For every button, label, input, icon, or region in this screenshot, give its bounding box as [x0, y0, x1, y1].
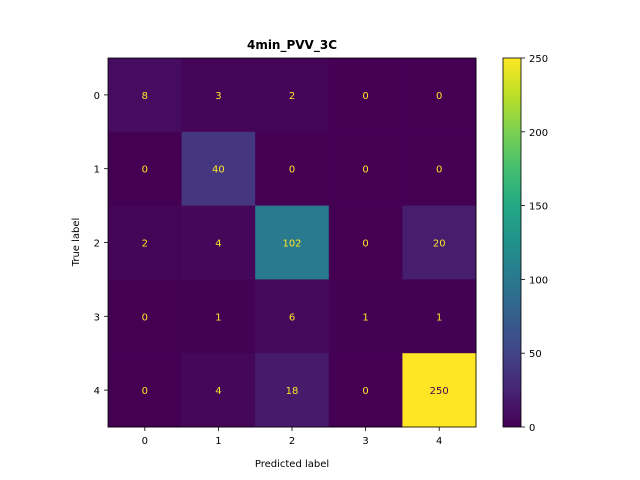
colorbar-tick-label-2: 100	[529, 275, 548, 286]
heatmap-cell-0-4	[402, 58, 477, 133]
heatmap-cell-0-1	[181, 58, 256, 133]
colorbar-tick-label-5: 250	[529, 54, 548, 65]
x-tick-label-2: 2	[289, 436, 295, 447]
heatmap-cell-1-2	[255, 131, 330, 207]
cell-value-3-1: 1	[215, 312, 221, 323]
cell-value-3-2: 6	[289, 312, 295, 323]
heatmap-cell-1-0	[108, 131, 183, 207]
cell-value-2-0: 2	[142, 239, 148, 250]
x-tick-label-3: 3	[362, 436, 368, 447]
cell-value-4-3: 0	[362, 386, 368, 397]
heatmap-cell-4-2	[255, 353, 330, 428]
cell-value-2-2: 102	[282, 239, 301, 250]
heatmap-cell-4-3	[328, 353, 403, 428]
cell-value-3-0: 0	[142, 312, 148, 323]
cell-value-labels: 8 3 2 0 00 40 0 0 02 4 102 0 200 1 6 1 10 4 18 0 250	[142, 91, 449, 397]
heatmap-cell-2-4	[402, 205, 477, 280]
heatmap-cell-3-1	[181, 279, 256, 354]
heatmap-cell-0-3	[328, 58, 403, 133]
heatmap-cell-3-2	[255, 279, 330, 354]
colorbar-tick-label-4: 200	[529, 128, 548, 139]
cell-value-0-2: 2	[289, 91, 295, 102]
heatmap-cell-3-0	[108, 279, 183, 354]
colorbar-ticks: 0 50 100 150 200 250	[521, 54, 548, 434]
cell-value-3-4: 1	[436, 312, 442, 323]
y-tick-label-2: 2	[94, 239, 100, 250]
heatmap-cell-2-1	[181, 205, 256, 280]
cell-value-0-4: 0	[436, 91, 442, 102]
x-tick-label-1: 1	[215, 436, 221, 447]
cell-value-0-1: 3	[215, 91, 221, 102]
cell-value-4-0: 0	[142, 386, 148, 397]
heatmap-cell-4-4	[402, 353, 477, 428]
heatmap-cell-3-4	[402, 279, 477, 354]
cell-value-2-4: 20	[433, 239, 446, 250]
chart-title: 4min_PVV_3C	[247, 38, 337, 53]
colorbar-tick-label-3: 150	[529, 202, 548, 213]
heatmap-cell-2-3	[328, 205, 403, 280]
heatmap-cell-0-0	[108, 58, 183, 133]
heatmap-cell-4-1	[181, 353, 256, 428]
y-tick-label-3: 3	[94, 312, 100, 323]
cell-value-2-3: 0	[362, 239, 368, 250]
cell-value-1-2: 0	[289, 165, 295, 176]
heatmap-cell-1-3	[328, 131, 403, 207]
x-axis-ticks: 0 1 2 3 4	[142, 427, 442, 447]
heatmap-cell-2-0	[108, 205, 183, 280]
cell-value-4-1: 4	[215, 386, 221, 397]
cell-value-1-4: 0	[436, 165, 442, 176]
y-tick-label-0: 0	[94, 91, 100, 102]
cell-value-1-1: 40	[212, 165, 225, 176]
colorbar-tick-label-0: 0	[529, 423, 535, 434]
y-tick-label-4: 4	[94, 386, 100, 397]
heatmap-cell-3-3	[328, 279, 403, 354]
colorbar-tick-label-1: 50	[529, 349, 542, 360]
cell-value-1-0: 0	[142, 165, 148, 176]
cell-value-2-1: 4	[215, 239, 221, 250]
x-axis-label: Predicted label	[255, 459, 329, 470]
heatmap-cell-0-2	[255, 58, 330, 133]
cell-value-0-3: 0	[362, 91, 368, 102]
x-tick-label-4: 4	[436, 436, 442, 447]
heatmap-cell-1-1	[181, 131, 256, 207]
heatmap-cell-1-4	[402, 131, 477, 207]
y-axis-ticks: 0 1 2 3 4	[94, 91, 108, 397]
cell-value-0-0: 8	[142, 91, 148, 102]
x-tick-label-0: 0	[142, 436, 148, 447]
cell-value-4-2: 18	[286, 386, 299, 397]
y-axis-label: True label	[71, 218, 82, 268]
heatmap-cell-4-0	[108, 353, 183, 428]
y-tick-label-1: 1	[94, 165, 100, 176]
cell-value-3-3: 1	[362, 312, 368, 323]
cell-value-4-4: 250	[430, 386, 449, 397]
cell-value-1-3: 0	[362, 165, 368, 176]
heatmap-cell-2-2	[255, 205, 330, 280]
colorbar	[502, 57, 522, 428]
heatmap-cells	[108, 58, 477, 428]
